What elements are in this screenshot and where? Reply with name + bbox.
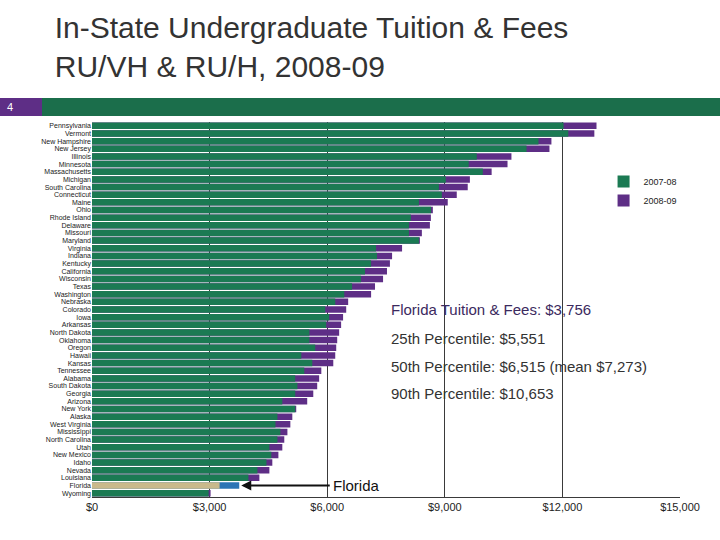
svg-text:Delaware: Delaware [61,222,91,229]
svg-text:Florida: Florida [333,477,380,494]
svg-text:North Carolina: North Carolina [46,436,91,443]
svg-text:Mississippi: Mississippi [57,428,91,436]
svg-text:Alaska: Alaska [70,413,91,420]
svg-text:2007-08: 2007-08 [644,177,677,187]
svg-text:Minnesota: Minnesota [59,161,91,168]
svg-text:West Virginia: West Virginia [50,421,91,429]
svg-text:Iowa: Iowa [76,314,91,321]
svg-text:Florida Tuition & Fees: $3,756: Florida Tuition & Fees: $3,756 [391,301,591,318]
svg-text:Utah: Utah [76,444,91,451]
svg-text:Illinois: Illinois [72,153,92,160]
svg-text:Connecticut: Connecticut [54,191,91,198]
svg-text:Pennsylvania: Pennsylvania [49,122,91,130]
svg-text:4: 4 [7,101,13,113]
svg-text:South Dakota: South Dakota [49,382,92,389]
svg-text:Michigan: Michigan [63,176,91,184]
svg-text:Maine: Maine [72,199,91,206]
svg-text:Oregon: Oregon [68,344,91,352]
svg-text:Alabama: Alabama [63,375,91,382]
svg-text:$0: $0 [86,501,98,513]
svg-text:Colorado: Colorado [63,306,92,313]
svg-text:Hawaii: Hawaii [70,352,91,359]
svg-text:Texas: Texas [73,283,92,290]
svg-text:Massachusetts: Massachusetts [44,168,91,175]
svg-text:Missouri: Missouri [65,229,92,236]
svg-text:Florida: Florida [70,482,92,489]
svg-text:Kentucky: Kentucky [62,260,91,268]
svg-text:Tennessee: Tennessee [57,367,91,374]
svg-text:$6,000: $6,000 [310,501,344,513]
svg-text:New Mexico: New Mexico [53,451,91,458]
svg-text:Maryland: Maryland [62,237,91,245]
svg-text:Wyoming: Wyoming [62,490,91,498]
svg-text:New Hampshire: New Hampshire [41,138,91,146]
svg-text:New Jersey: New Jersey [54,145,91,153]
svg-text:Vermont: Vermont [65,130,91,137]
svg-text:Washington: Washington [54,291,91,299]
svg-text:Nevada: Nevada [67,467,91,474]
svg-text:Nebraska: Nebraska [61,298,91,305]
svg-text:Ohio: Ohio [76,206,91,213]
svg-text:Wisconsin: Wisconsin [59,275,91,282]
svg-text:Arkansas: Arkansas [62,321,92,328]
svg-text:Louisiana: Louisiana [61,474,91,481]
svg-text:New York: New York [61,405,91,412]
svg-text:South Carolina: South Carolina [45,184,91,191]
svg-text:$15,000: $15,000 [660,501,700,513]
svg-text:90th Percentile: $10,653: 90th Percentile: $10,653 [391,385,554,402]
svg-text:50th Percentile: $6,515 (mean: 50th Percentile: $6,515 (mean $7,273) [391,358,647,375]
svg-text:$9,000: $9,000 [428,501,462,513]
svg-text:In-State Undergraduate Tuition: In-State Undergraduate Tuition & FeesRU/… [55,11,569,83]
svg-text:Kansas: Kansas [68,360,92,367]
svg-text:2008-09: 2008-09 [644,196,677,206]
svg-text:25th Percentile: $5,551: 25th Percentile: $5,551 [391,330,545,347]
svg-text:California: California [61,268,91,275]
svg-text:North Dakota: North Dakota [50,329,91,336]
svg-text:Georgia: Georgia [66,390,91,398]
svg-text:$12,000: $12,000 [543,501,583,513]
svg-text:Arizona: Arizona [67,398,91,405]
svg-text:Oklahoma: Oklahoma [59,337,91,344]
svg-text:Idaho: Idaho [73,459,91,466]
svg-text:Rhode Island: Rhode Island [50,214,91,221]
svg-text:$3,000: $3,000 [193,501,227,513]
svg-text:Indiana: Indiana [68,252,91,259]
svg-text:Virginia: Virginia [68,245,91,253]
